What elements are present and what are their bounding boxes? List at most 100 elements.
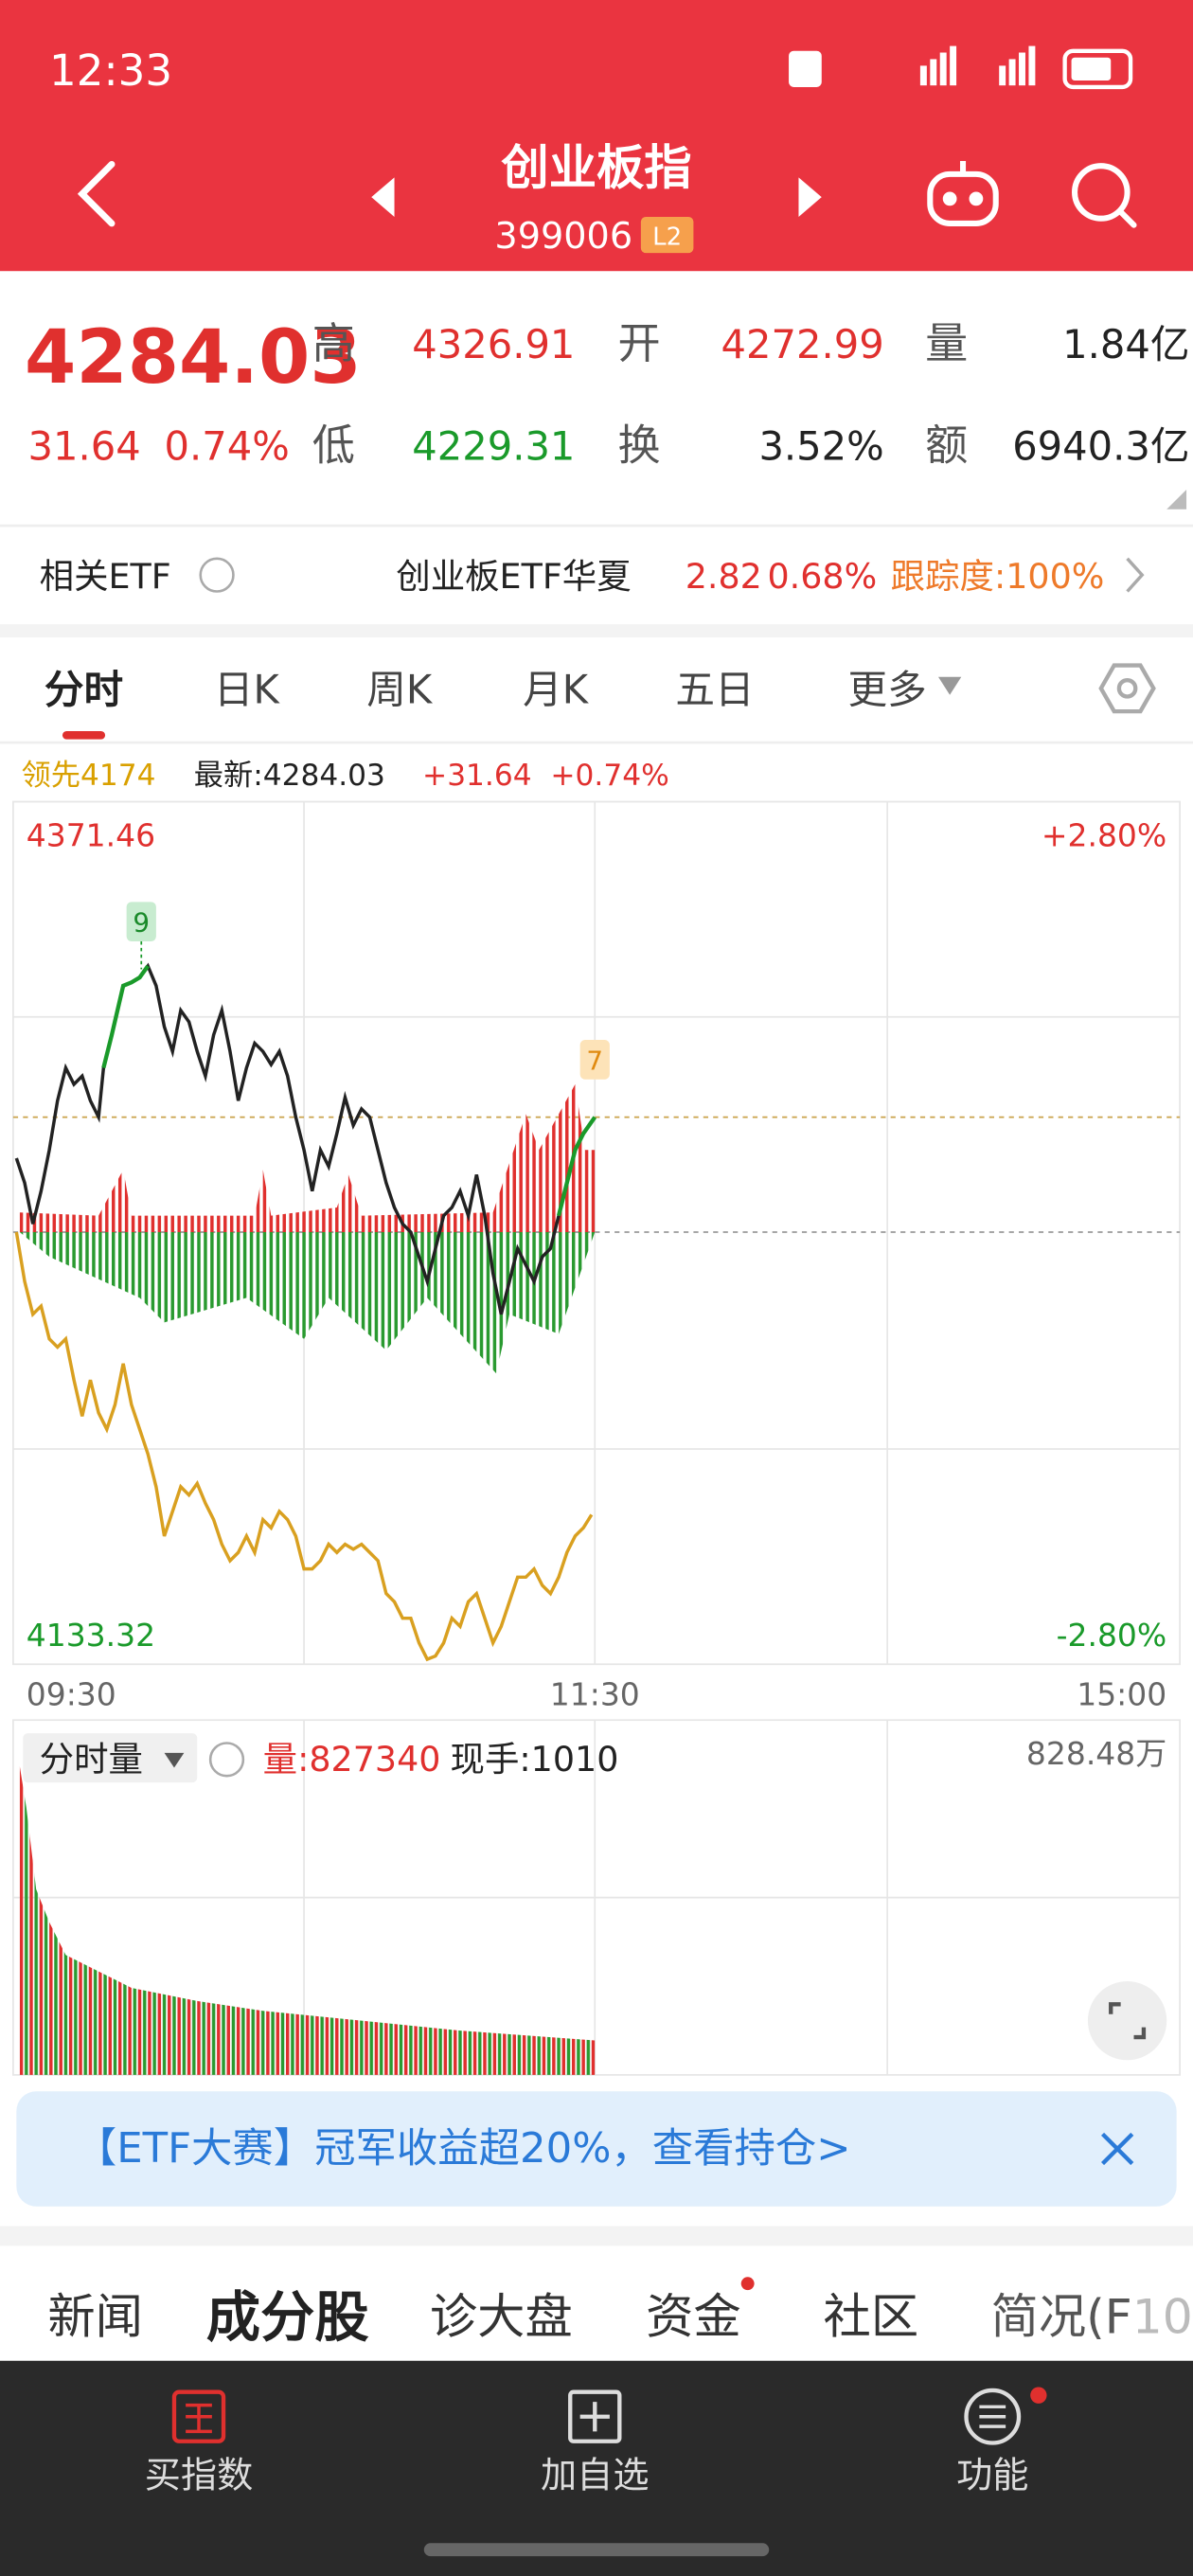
- tab[interactable]: 五日: [675, 666, 754, 712]
- high-marker: 9: [133, 907, 150, 939]
- promo-banner[interactable]: [16, 2091, 1177, 2207]
- nav-label: 加自选: [541, 2455, 650, 2496]
- index-title: 创业板指: [500, 139, 691, 195]
- home-indicator: [423, 2543, 770, 2557]
- last-price: 4284.03: [25, 315, 362, 401]
- tab[interactable]: 分时: [45, 666, 123, 712]
- nav-watchlist[interactable]: 加自选: [541, 2389, 650, 2497]
- fullscreen-icon: [1109, 2002, 1147, 2040]
- level-badge-bg: [640, 216, 694, 254]
- volume-selector-label: 分时量: [40, 1739, 143, 1780]
- stat-label: 高: [312, 318, 355, 368]
- status-time: 12:33: [49, 45, 172, 96]
- time-label: 15:00: [1077, 1676, 1166, 1713]
- etf-name: 创业板ETF华夏: [396, 556, 631, 597]
- section-tab[interactable]: 资金: [646, 2288, 741, 2344]
- search-button[interactable]: [1072, 163, 1137, 228]
- nav-label: 功能: [956, 2455, 1028, 2496]
- price-change: 31.64: [28, 423, 141, 470]
- section-tab[interactable]: 社区: [824, 2288, 919, 2344]
- level-badge: L2: [652, 223, 682, 251]
- dropdown-arrow: [937, 676, 962, 695]
- menu-glyph: [979, 2405, 1006, 2428]
- back-button[interactable]: [77, 161, 116, 227]
- prev-index[interactable]: [371, 177, 395, 217]
- etf-price: 2.82: [686, 556, 762, 597]
- menu-icon: [964, 2388, 1022, 2445]
- bottom-nav: [0, 2360, 1193, 2576]
- volume-selector[interactable]: [23, 1733, 198, 1783]
- nav-functions[interactable]: 功能: [956, 2387, 1047, 2497]
- stat-value: 4229.31: [412, 423, 575, 470]
- volume-grid: [12, 1719, 1181, 2076]
- nav-buy[interactable]: 买指数: [145, 2389, 254, 2497]
- expand-corner[interactable]: [1166, 489, 1187, 510]
- price-line-highlight: [101, 964, 150, 1069]
- fade: [1133, 2266, 1193, 2360]
- assistant-button[interactable]: [927, 161, 999, 226]
- help-icon[interactable]: [208, 1742, 245, 1778]
- volume-max: 828.48万: [1026, 1735, 1166, 1772]
- fullscreen-button[interactable]: [1087, 1981, 1167, 2061]
- section-tab[interactable]: 诊大盘: [430, 2288, 573, 2344]
- time-label: 09:30: [27, 1676, 116, 1713]
- volume-bars: [19, 1765, 596, 2075]
- tab[interactable]: 月K: [523, 666, 590, 712]
- gap: [0, 2226, 1193, 2246]
- stat-value: 4326.91: [412, 321, 575, 367]
- tab[interactable]: 更多: [848, 666, 927, 712]
- nav-label: 买指数: [145, 2455, 254, 2496]
- buy-glyph: [186, 2403, 212, 2434]
- close-banner[interactable]: [1101, 2132, 1134, 2166]
- etf-row[interactable]: 相关ETF 创业板ETF华夏 2.82 0.68% 跟踪度:100%: [40, 556, 1145, 597]
- stat-value: 3.52%: [758, 423, 883, 470]
- high-marker-bg: [126, 902, 156, 941]
- stat-value: 6940.3亿: [1012, 423, 1189, 470]
- time-label: 11:30: [550, 1676, 640, 1713]
- settings-dot: [1116, 677, 1138, 699]
- price-line-highlight: [556, 1116, 597, 1217]
- help-icon: [199, 557, 235, 593]
- tab[interactable]: 周K: [366, 666, 434, 712]
- gap: [0, 624, 1193, 638]
- stat-label: 低: [312, 420, 355, 471]
- plus-glyph: [579, 2402, 610, 2432]
- lead-index: 领先4174: [22, 759, 156, 793]
- volume-current: 现手:1010: [451, 1739, 619, 1780]
- latest-change: +31.64: [422, 759, 532, 793]
- pct-top-label: +2.80%: [1042, 816, 1166, 853]
- etf-change: 0.68%: [767, 556, 877, 597]
- stat-label: 开: [618, 318, 661, 368]
- next-index[interactable]: [798, 177, 822, 217]
- section-tab[interactable]: 新闻: [47, 2288, 143, 2344]
- price-change-pct: 0.74%: [165, 423, 290, 470]
- tab[interactable]: 日K: [214, 666, 281, 712]
- y-top-label: 4371.46: [27, 816, 155, 853]
- settings-button[interactable]: [1098, 663, 1156, 714]
- up-volume-bars: [19, 1083, 596, 1233]
- buy-icon: [171, 2389, 226, 2443]
- last-marker: 7: [586, 1045, 603, 1076]
- last-marker-bg: [579, 1040, 610, 1080]
- section-tab[interactable]: 成分股: [206, 2286, 369, 2350]
- dropdown-arrow: [164, 1752, 185, 1768]
- promo-text: 【ETF大赛】冠军收益超20%，查看持仓>: [76, 2125, 851, 2173]
- index-code: 399006: [494, 216, 632, 258]
- y-bottom-label: 4133.32: [27, 1617, 155, 1654]
- etf-tracking: 跟踪度:100%: [891, 556, 1105, 597]
- add-icon: [568, 2389, 622, 2443]
- notification-dot: [740, 2277, 755, 2291]
- etf-label: 相关ETF: [40, 556, 171, 597]
- latest-change-pct: +0.74%: [550, 759, 668, 793]
- status-icons: [789, 45, 1133, 90]
- pct-bottom-label: -2.80%: [1057, 1617, 1167, 1654]
- lead-index-line: [14, 1231, 594, 1662]
- tab-indicator: [62, 730, 106, 740]
- stat-label: 额: [925, 420, 968, 471]
- stat-value: 4272.99: [721, 321, 884, 367]
- stat-value: 1.84亿: [1062, 321, 1189, 367]
- chevron: [1126, 557, 1145, 593]
- latest-price: 最新:4284.03: [194, 759, 385, 793]
